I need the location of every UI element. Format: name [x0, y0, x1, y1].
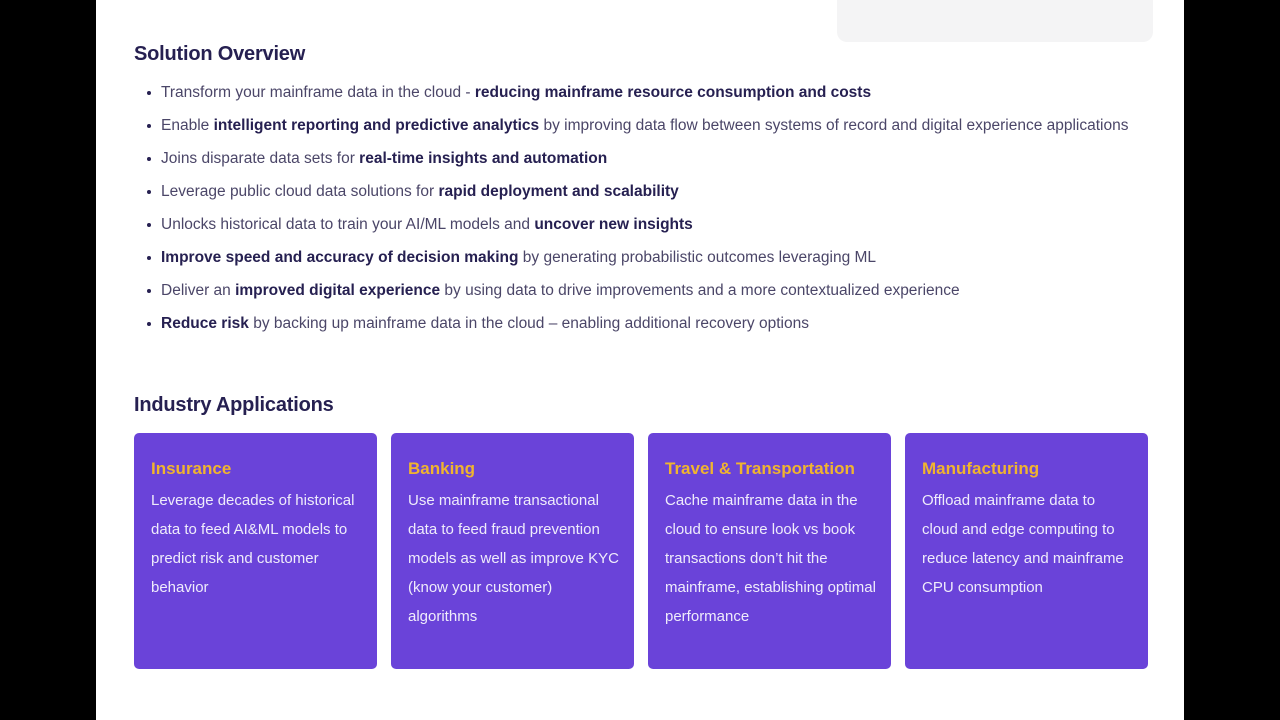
industry-card-body: Use mainframe transactional data to feed… [408, 492, 619, 625]
bullet-dot-icon [147, 289, 151, 293]
industry-card: Insurance Leverage decades of historical … [134, 433, 377, 669]
bullet-text: Reduce risk by backing up mainframe data… [161, 315, 809, 332]
industry-card: Travel & Transportation Cache mainframe d… [648, 433, 891, 669]
bullet-dot-icon [147, 256, 151, 260]
bullet-item: Transform your mainframe data in the clo… [134, 76, 1148, 109]
industry-card: Banking Use mainframe transactional data … [391, 433, 634, 669]
industry-card-body: Offload mainframe data to cloud and edge… [922, 492, 1124, 596]
bullet-text: Improve speed and accuracy of decision m… [161, 249, 877, 266]
industry-card: Manufacturing Offload mainframe data to c… [905, 433, 1148, 669]
industry-applications-title: Industry Applications [134, 394, 334, 416]
bullet-dot-icon [147, 322, 151, 326]
bullet-item: Deliver an improved digital experience b… [134, 274, 1148, 307]
bullet-item: Enable intelligent reporting and predict… [134, 109, 1148, 142]
bullet-text: Unlocks historical data to train your AI… [161, 216, 693, 233]
document-page: Solution Overview Transform your mainfra… [96, 0, 1184, 720]
bullet-item: Reduce risk by backing up mainframe data… [134, 307, 1148, 340]
industry-card-title: Travel & Transportation [665, 459, 855, 478]
solution-bullets: Transform your mainframe data in the clo… [134, 76, 1148, 340]
bullet-dot-icon [147, 190, 151, 194]
bullet-text: Deliver an improved digital experience b… [161, 282, 960, 299]
industry-card-title: Manufacturing [922, 459, 1040, 478]
industry-card-title: Banking [408, 459, 476, 478]
bullet-dot-icon [147, 223, 151, 227]
bullet-text: Joins disparate data sets for real-time … [161, 150, 608, 167]
bullet-item: Unlocks historical data to train your AI… [134, 208, 1148, 241]
bullet-item: Joins disparate data sets for real-time … [134, 142, 1148, 175]
bullet-text: Enable intelligent reporting and predict… [161, 117, 1129, 134]
solution-overview-title: Solution Overview [134, 43, 306, 65]
page-content: Solution Overview Transform your mainfra… [96, 0, 1184, 720]
industry-cards: Insurance Leverage decades of historical … [134, 433, 1148, 669]
bullet-text: Transform your mainframe data in the clo… [161, 84, 872, 101]
bullet-item: Improve speed and accuracy of decision m… [134, 241, 1148, 274]
industry-card-title: Insurance [151, 459, 232, 478]
bullet-item: Leverage public cloud data solutions for… [134, 175, 1148, 208]
bullet-text: Leverage public cloud data solutions for… [161, 183, 679, 200]
bullet-dot-icon [147, 124, 151, 128]
bullet-dot-icon [147, 157, 151, 161]
top-right-panel [837, 0, 1153, 42]
industry-card-body: Cache mainframe data in the cloud to ens… [665, 492, 876, 625]
bullet-dot-icon [147, 91, 151, 95]
industry-card-body: Leverage decades of historical data to f… [151, 492, 355, 596]
